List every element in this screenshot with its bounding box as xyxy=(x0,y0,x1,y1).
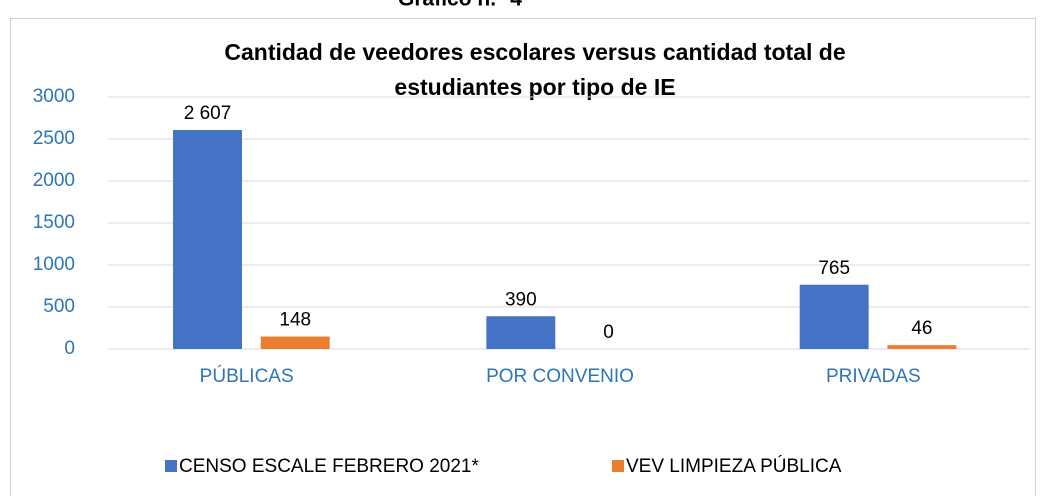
y-tick-label: 2500 xyxy=(33,128,75,149)
y-tick-label: 2000 xyxy=(33,170,75,191)
caption: Gráfico n.° 4 xyxy=(398,0,522,11)
legend-label: CENSO ESCALE FEBRERO 2021* xyxy=(179,456,479,477)
y-tick-label: 1000 xyxy=(33,254,75,275)
data-label: 390 xyxy=(505,289,537,310)
data-label: 2 607 xyxy=(184,103,232,124)
data-label: 765 xyxy=(818,258,850,279)
legend-swatch xyxy=(165,460,177,472)
bar xyxy=(799,284,869,349)
legend-swatch xyxy=(612,460,624,472)
legend-label: VEV LIMPIEZA PÚBLICA xyxy=(626,455,842,477)
y-tick-label: 3000 xyxy=(33,86,75,107)
bar xyxy=(173,130,242,349)
bar xyxy=(486,316,556,349)
y-tick-label: 0 xyxy=(64,338,75,359)
data-label: 148 xyxy=(279,310,311,331)
x-tick-label: PRIVADAS xyxy=(826,366,921,387)
x-tick-label: PÚBLICAS xyxy=(200,365,294,387)
chart-title: Cantidad de veedores escolares versus ca… xyxy=(224,39,845,65)
bar xyxy=(887,345,957,349)
x-tick-label: POR CONVENIO xyxy=(486,366,634,387)
y-tick-label: 1500 xyxy=(33,212,75,233)
chart-title: estudiantes por tipo de IE xyxy=(394,74,675,100)
data-label: 46 xyxy=(911,318,932,339)
data-label: 0 xyxy=(603,322,614,343)
y-tick-label: 500 xyxy=(43,296,75,317)
bar xyxy=(260,336,330,349)
